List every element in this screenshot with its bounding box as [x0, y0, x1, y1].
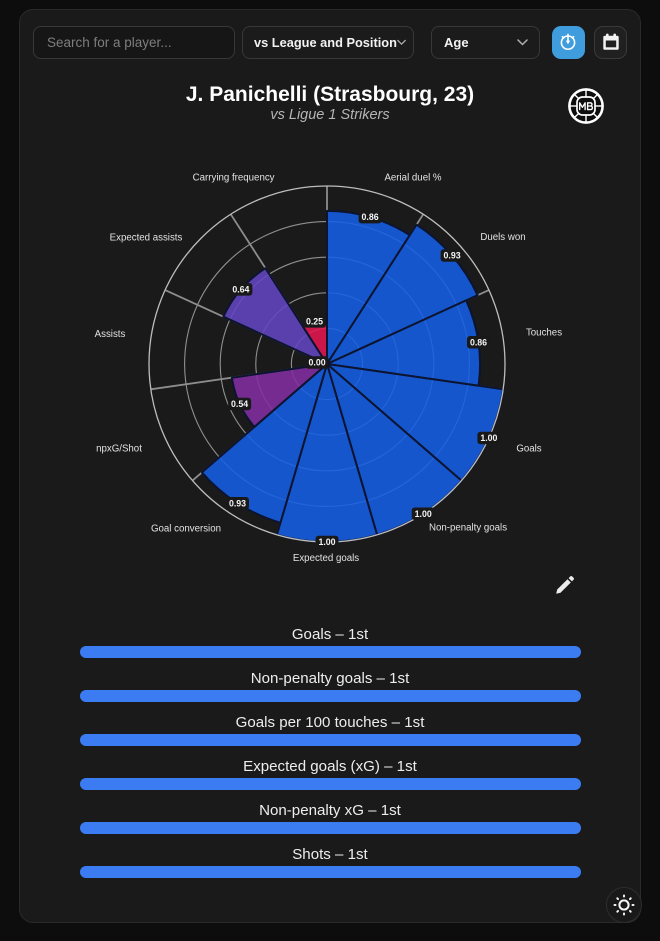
- svg-text:npxG/Shot: npxG/Shot: [96, 443, 142, 454]
- svg-text:Carrying frequency: Carrying frequency: [193, 172, 275, 183]
- svg-text:0.00: 0.00: [309, 358, 326, 368]
- svg-text:Expected goals: Expected goals: [293, 553, 359, 564]
- svg-text:0.86: 0.86: [362, 212, 379, 222]
- svg-text:Expected assists: Expected assists: [110, 232, 183, 243]
- svg-text:Non-penalty goals: Non-penalty goals: [429, 522, 507, 533]
- svg-text:1.00: 1.00: [415, 509, 432, 519]
- svg-text:Touches: Touches: [526, 327, 562, 338]
- svg-text:Goals: Goals: [516, 443, 541, 454]
- svg-text:1.00: 1.00: [480, 433, 497, 443]
- svg-text:0.54: 0.54: [231, 399, 248, 409]
- svg-text:Assists: Assists: [95, 329, 126, 340]
- svg-text:0.64: 0.64: [232, 285, 249, 295]
- svg-text:Duels won: Duels won: [480, 232, 525, 243]
- svg-text:0.93: 0.93: [229, 498, 246, 508]
- svg-text:Aerial duel %: Aerial duel %: [384, 172, 441, 183]
- svg-text:1.00: 1.00: [318, 537, 335, 547]
- svg-text:0.25: 0.25: [306, 316, 323, 326]
- svg-text:Goal conversion: Goal conversion: [151, 523, 221, 534]
- svg-text:0.93: 0.93: [444, 251, 461, 261]
- svg-text:0.86: 0.86: [470, 337, 487, 347]
